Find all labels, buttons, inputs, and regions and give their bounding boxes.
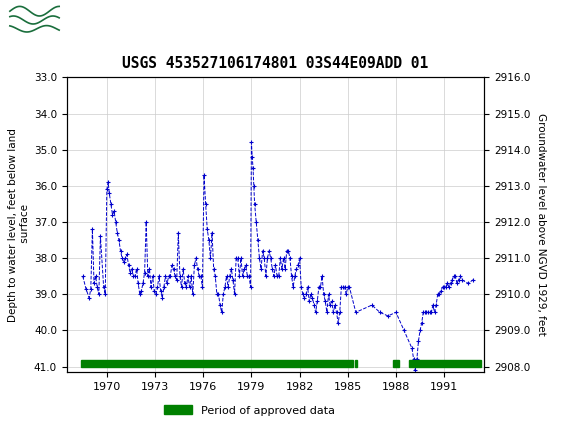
Y-axis label: Groundwater level above NGVD 1929, feet: Groundwater level above NGVD 1929, feet — [536, 113, 546, 336]
Bar — [355, 360, 357, 366]
Y-axis label: Depth to water level, feet below land
 surface: Depth to water level, feet below land su… — [8, 128, 30, 322]
Legend: Period of approved data: Period of approved data — [160, 401, 339, 420]
Bar — [409, 360, 481, 366]
Text: USGS: USGS — [67, 11, 122, 29]
Bar — [81, 360, 353, 366]
Bar — [7, 3, 62, 37]
Title: USGS 453527106174801 03S44E09ADD 01: USGS 453527106174801 03S44E09ADD 01 — [122, 55, 429, 71]
Bar — [393, 360, 399, 366]
